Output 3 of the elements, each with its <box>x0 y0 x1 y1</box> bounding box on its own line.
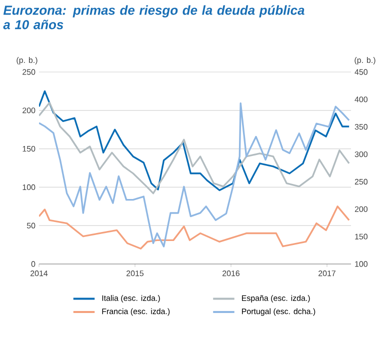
line-series <box>39 206 350 250</box>
chart-title: Eurozona: primas de riesgo de la deuda pública a 10 años <box>3 5 304 30</box>
line-series <box>39 102 350 248</box>
